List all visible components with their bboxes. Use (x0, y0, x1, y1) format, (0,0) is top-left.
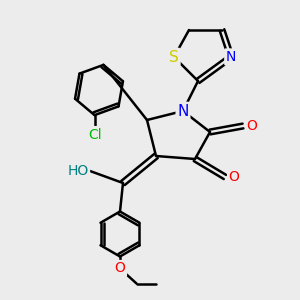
Text: N: N (177, 103, 189, 118)
Text: N: N (226, 50, 236, 64)
Text: O: O (229, 170, 239, 184)
Text: O: O (115, 262, 125, 275)
Text: Cl: Cl (88, 128, 101, 142)
Text: O: O (247, 119, 257, 133)
Text: S: S (169, 50, 179, 64)
Text: HO: HO (67, 164, 88, 178)
